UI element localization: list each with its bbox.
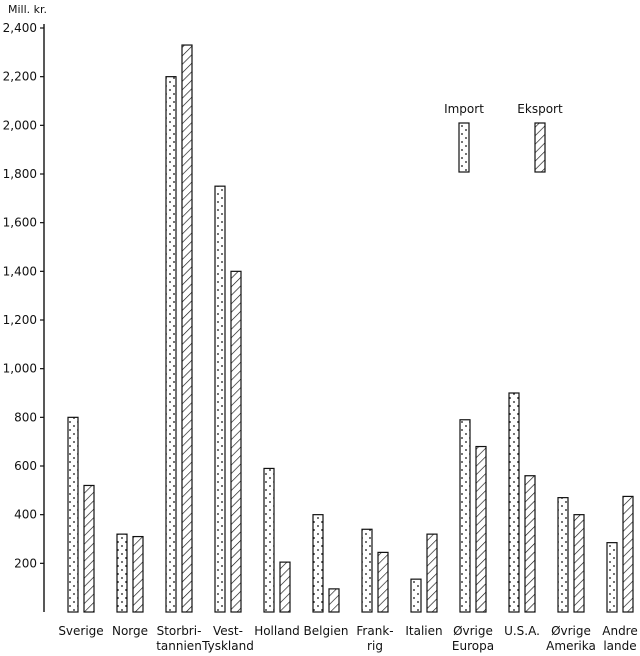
bar-eksport: [475, 445, 487, 613]
y-axis-unit-label: Mill. kr.: [8, 3, 47, 16]
legend-label-import: Import: [444, 102, 484, 116]
bar-import: [116, 533, 128, 613]
bar-eksport: [230, 270, 242, 613]
y-tick-label: 1,800: [3, 167, 37, 181]
category-label: Europa: [452, 639, 494, 653]
y-tick-label: 1,400: [3, 264, 37, 278]
bar-eksport: [132, 535, 144, 613]
category-label: Belgien: [304, 624, 349, 638]
category-label: rig: [367, 639, 383, 653]
bar-eksport: [524, 475, 536, 613]
y-tick-label: 1,600: [3, 216, 37, 230]
category-label: Norge: [112, 624, 148, 638]
bars-group: [67, 44, 634, 613]
category-label: tannien: [156, 639, 202, 653]
legend-swatch-import: [458, 122, 470, 173]
legend: Import Eksport: [444, 102, 563, 173]
y-tick-label: 2,000: [3, 118, 37, 132]
category-label: lande: [603, 639, 636, 653]
category-label: U.S.A.: [504, 624, 540, 638]
bar-eksport: [426, 533, 438, 613]
category-label: Frank-: [356, 624, 393, 638]
y-axis: 200 400 600 800 1,000 1,200 1,400 1,600 1,800 2,0…: [3, 21, 45, 612]
category-label: Amerika: [546, 639, 596, 653]
bar-import: [165, 76, 177, 613]
y-tick-label: 400: [14, 508, 37, 522]
bar-eksport: [279, 561, 291, 613]
y-tick-label: 1,000: [3, 362, 37, 376]
category-label: Tyskland: [201, 639, 254, 653]
bar-import: [312, 514, 324, 613]
legend-swatch-eksport: [534, 122, 546, 173]
category-label: Italien: [405, 624, 442, 638]
bar-import: [67, 416, 79, 613]
y-tick-label: 2,200: [3, 70, 37, 84]
bar-eksport: [328, 588, 340, 613]
category-label: Øvrige: [551, 624, 591, 638]
legend-label-eksport: Eksport: [517, 102, 563, 116]
bar-import: [214, 185, 226, 613]
bar-import: [508, 392, 520, 613]
bar-import: [410, 578, 422, 613]
bar-import: [263, 467, 275, 613]
bar-eksport: [181, 44, 193, 613]
bar-import: [606, 542, 618, 613]
bar-import: [361, 528, 373, 613]
category-label: Vest-: [213, 624, 243, 638]
bar-import: [557, 497, 569, 613]
category-label: Holland: [254, 624, 300, 638]
bar-eksport: [573, 514, 585, 613]
y-tick-label: 200: [14, 556, 37, 570]
y-tick-label: 800: [14, 410, 37, 424]
x-axis-labels: Sverige Norge Storbri-tannien Vest-Tyskland…: [58, 624, 637, 653]
bar-import: [459, 419, 471, 613]
category-label: Storbri-: [157, 624, 202, 638]
category-label: Andre: [602, 624, 637, 638]
y-tick-label: 2,400: [3, 21, 37, 35]
bar-eksport: [377, 551, 389, 613]
bar-eksport: [83, 484, 95, 613]
bar-eksport: [622, 495, 634, 613]
category-label: Øvrige: [453, 624, 493, 638]
category-label: Sverige: [58, 624, 103, 638]
y-tick-label: 600: [14, 459, 37, 473]
y-tick-label: 1,200: [3, 313, 37, 327]
